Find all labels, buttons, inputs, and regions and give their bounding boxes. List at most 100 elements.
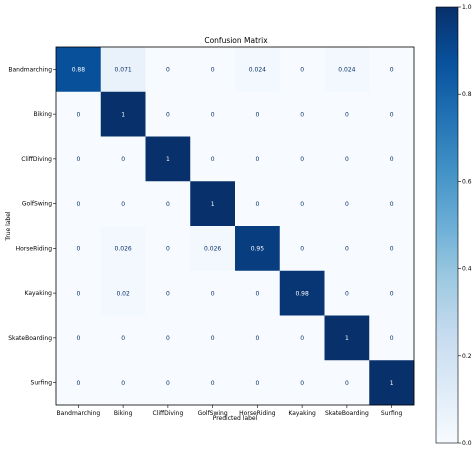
- heatmap-cell: [235, 47, 281, 93]
- cell-value-label: 0: [121, 201, 125, 208]
- cell-value-label: 0: [121, 156, 125, 163]
- cell-value-label: 0: [211, 380, 215, 387]
- colorbar: [435, 6, 459, 444]
- colorbar-tick-label: 0.8: [462, 91, 472, 98]
- cell-value-label: 0: [300, 156, 304, 163]
- y-tick-label: CliffDiving: [21, 156, 52, 163]
- heatmap-cell: [279, 360, 325, 406]
- cell-value-label: 0: [390, 290, 394, 297]
- cell-value-label: 0: [345, 246, 349, 253]
- heatmap-cell: [235, 181, 281, 227]
- heatmap-cell: [369, 91, 415, 137]
- heatmap-cell: [190, 136, 236, 182]
- cell-value-label: 1: [345, 335, 349, 342]
- heatmap-cell: [279, 91, 325, 137]
- colorbar-ticks: 0.0 0.2 0.4 0.6 0.8 1.0: [458, 4, 472, 447]
- heatmap-cell: [324, 315, 370, 361]
- cell-value-label: 0: [211, 290, 215, 297]
- heatmap-cell: [190, 226, 236, 272]
- cell-value-label: 0: [121, 335, 125, 342]
- cell-value-label: 0: [255, 156, 259, 163]
- cell-value-label: 0: [166, 67, 170, 74]
- heatmap-cell: [100, 315, 146, 361]
- cell-value-label: 0: [211, 156, 215, 163]
- cell-value-label: 0: [390, 201, 394, 208]
- cell-value-label: 1: [211, 201, 215, 208]
- heatmap-cell: [235, 315, 281, 361]
- x-tick-label: Surfing: [381, 410, 403, 417]
- heatmap-cell: [190, 270, 236, 316]
- heatmap-cell: [145, 47, 191, 93]
- heatmap-cell: [369, 47, 415, 93]
- heatmap-cell: [56, 136, 102, 182]
- heatmap-cell: [235, 270, 281, 316]
- cell-value-label: 0: [300, 380, 304, 387]
- cell-value-label: 0: [76, 201, 80, 208]
- cell-value-label: 0: [345, 380, 349, 387]
- heatmap-cell: [100, 226, 146, 272]
- cell-value-label: 0: [390, 111, 394, 118]
- heatmap-cell: [100, 360, 146, 406]
- heatmap-cell: [235, 91, 281, 137]
- x-tick-label: Bandmarching: [57, 410, 101, 417]
- heatmap-cell: [145, 181, 191, 227]
- cell-value-label: 0: [390, 246, 394, 253]
- cell-value-label: 0: [166, 201, 170, 208]
- heatmap-cell: [324, 360, 370, 406]
- cell-value-label: 0.026: [115, 246, 132, 253]
- cell-value-label: 0.024: [338, 67, 355, 74]
- cell-value-label: 0: [300, 335, 304, 342]
- heatmap-cell: [279, 47, 325, 93]
- cell-value-label: 0: [76, 290, 80, 297]
- colorbar-tick-label: 0.4: [462, 266, 472, 273]
- cell-value-label: 0: [255, 290, 259, 297]
- y-axis-ticks: Bandmarching Biking CliffDiving GolfSwing Ho…: [8, 66, 56, 387]
- y-tick-label: GolfSwing: [22, 201, 52, 208]
- cell-value-label: 0.026: [204, 246, 221, 253]
- cell-value-label: 0: [300, 111, 304, 118]
- cell-value-label: 0.071: [115, 67, 132, 74]
- heatmap-cell: [190, 47, 236, 93]
- heatmap-cell: [369, 315, 415, 361]
- heatmap-cell: [324, 136, 370, 182]
- heatmap-cell: [369, 360, 415, 406]
- colorbar-tick-label: 0.2: [462, 353, 472, 360]
- colorbar-tick-label: 0.6: [462, 178, 472, 185]
- cell-value-label: 0: [211, 335, 215, 342]
- heatmap-cell: [235, 136, 281, 182]
- cell-value-label: 0.95: [251, 246, 265, 253]
- cell-value-label: 0: [166, 111, 170, 118]
- heatmap-cell: [324, 181, 370, 227]
- plot-frame: [55, 46, 415, 406]
- x-tick-label: HorseRiding: [239, 410, 276, 417]
- heatmap-cell: [56, 47, 102, 93]
- cell-value-label: 0: [76, 380, 80, 387]
- colorbar-tick-label: 1.0: [462, 4, 472, 11]
- cell-value-label: 0: [76, 156, 80, 163]
- heatmap-cell: [145, 360, 191, 406]
- heatmap-cell: [100, 181, 146, 227]
- y-tick-label: Surfing: [31, 380, 53, 387]
- heatmap-cell: [279, 136, 325, 182]
- cell-value-label: 0: [76, 335, 80, 342]
- heatmap-cell: [324, 270, 370, 316]
- heatmap-cell: [56, 360, 102, 406]
- cell-value-label: 0: [255, 380, 259, 387]
- heatmap-cells: [56, 47, 415, 406]
- cell-value-label: 0: [121, 380, 125, 387]
- heatmap-cell: [100, 270, 146, 316]
- heatmap-cell: [145, 226, 191, 272]
- heatmap-cell: [235, 226, 281, 272]
- chart-title: Confusion Matrix: [204, 36, 268, 45]
- heatmap-cell: [324, 91, 370, 137]
- cell-value-label: 0: [255, 111, 259, 118]
- heatmap-cell: [100, 136, 146, 182]
- heatmap-cell: [369, 226, 415, 272]
- heatmap-cell: [369, 270, 415, 316]
- heatmap-cell: [100, 91, 146, 137]
- x-axis-label: Predicted label: [213, 415, 258, 422]
- cell-value-label: 0: [76, 111, 80, 118]
- y-tick-label: Bandmarching: [8, 66, 52, 73]
- heatmap-cell: [145, 270, 191, 316]
- cell-value-label: 0: [255, 201, 259, 208]
